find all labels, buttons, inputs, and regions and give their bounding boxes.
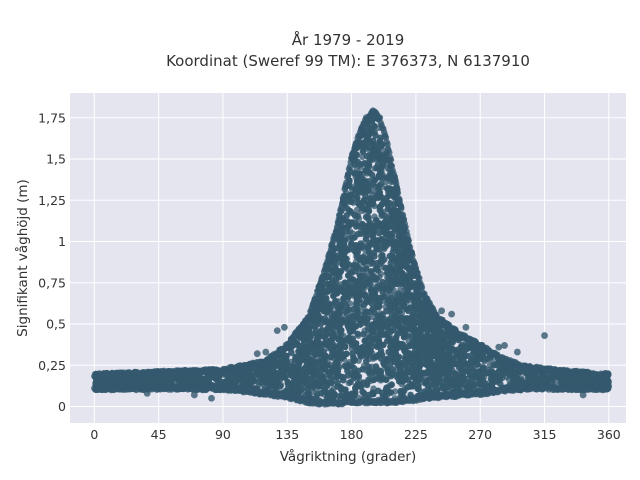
data-points bbox=[91, 107, 612, 408]
data-point bbox=[388, 381, 395, 388]
data-point bbox=[354, 212, 361, 220]
data-point bbox=[331, 298, 338, 306]
data-point bbox=[359, 148, 367, 155]
data-point bbox=[363, 357, 370, 365]
data-point bbox=[353, 206, 361, 213]
data-point bbox=[288, 349, 295, 357]
data-point bbox=[360, 330, 367, 338]
